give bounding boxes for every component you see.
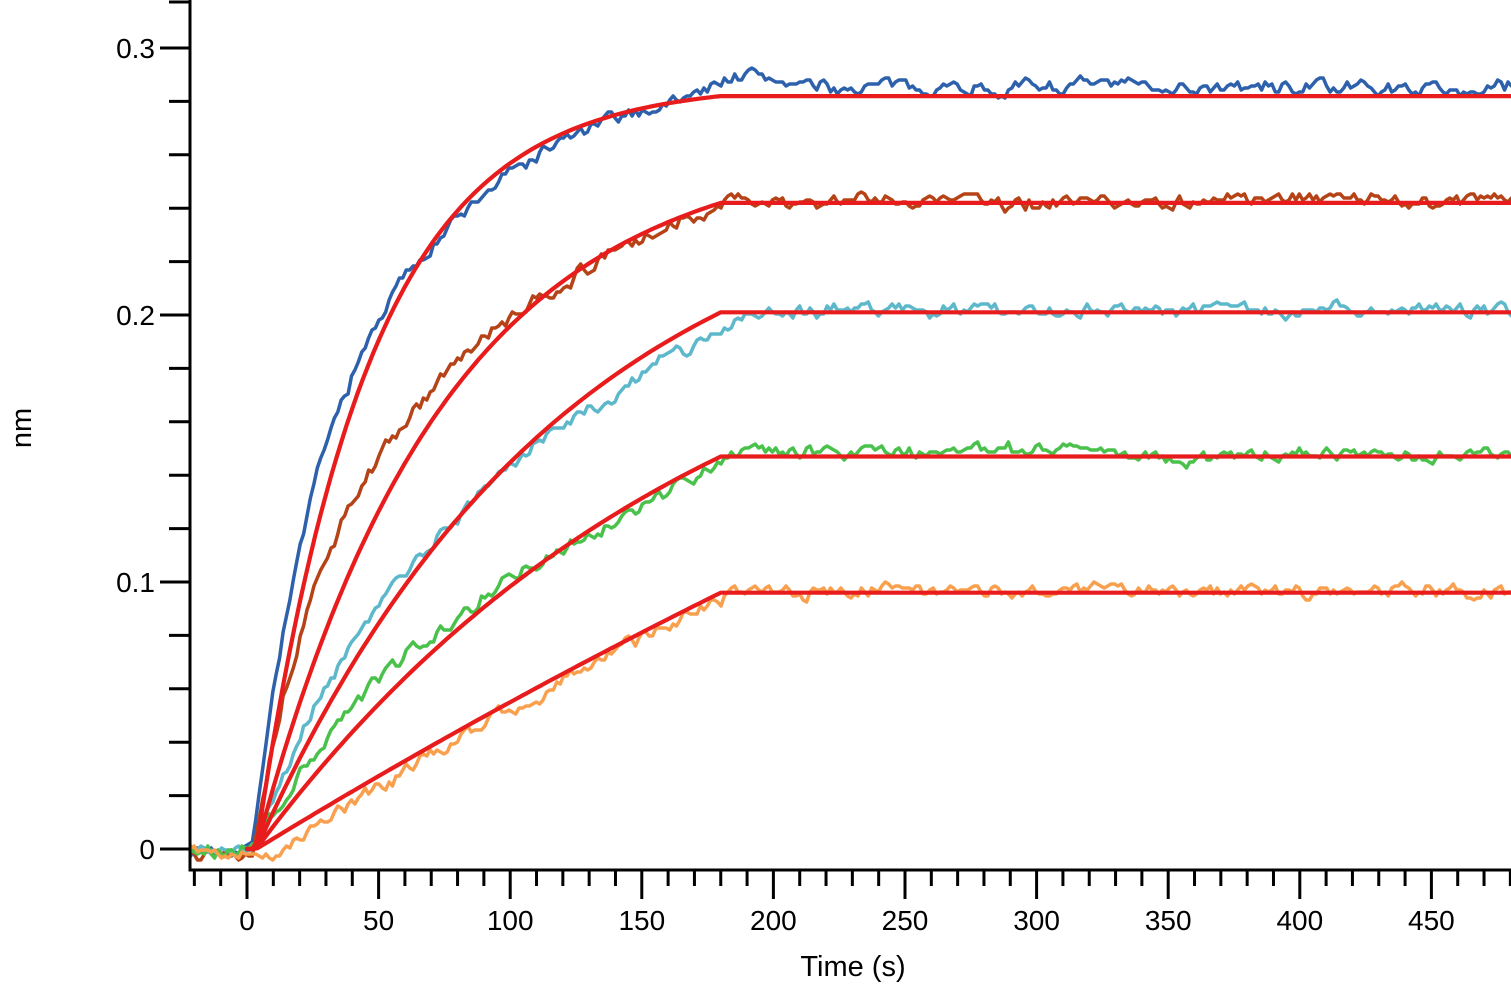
fit-curve-2 bbox=[244, 200, 1511, 852]
y-tick-label: 0.3 bbox=[116, 33, 155, 64]
x-axis-title: Time (s) bbox=[800, 951, 905, 983]
x-tick-label: 250 bbox=[882, 905, 929, 936]
x-tick-label: 100 bbox=[487, 905, 534, 936]
x-tick-label: 0 bbox=[239, 905, 255, 936]
x-tick-label: 300 bbox=[1013, 905, 1060, 936]
x-tick-label: 450 bbox=[1408, 905, 1455, 936]
fit-curve-1 bbox=[244, 94, 1511, 852]
x-tick-label: 400 bbox=[1276, 905, 1323, 936]
x-tick-label: 350 bbox=[1145, 905, 1192, 936]
y-tick-label: 0 bbox=[139, 834, 155, 865]
fit-curve-4 bbox=[244, 454, 1511, 852]
y-axis-title: nm bbox=[6, 408, 38, 448]
y-tick-label: 0.1 bbox=[116, 567, 155, 598]
x-tick-label: 150 bbox=[618, 905, 665, 936]
y-tick-label: 0.2 bbox=[116, 300, 155, 331]
fit-curve-5 bbox=[244, 590, 1511, 852]
data-trace-1 bbox=[188, 66, 1511, 858]
fit-curve-3 bbox=[244, 310, 1511, 852]
axes: 0 0.1 0.2 0.3 0 50 100 150 200 250 300 350 400 450 bbox=[116, 0, 1511, 936]
data-trace-2 bbox=[188, 190, 1511, 862]
x-tick-label: 50 bbox=[363, 905, 394, 936]
data-trace-4 bbox=[188, 440, 1511, 860]
x-tick-label: 200 bbox=[750, 905, 797, 936]
fit-curves bbox=[244, 94, 1511, 852]
